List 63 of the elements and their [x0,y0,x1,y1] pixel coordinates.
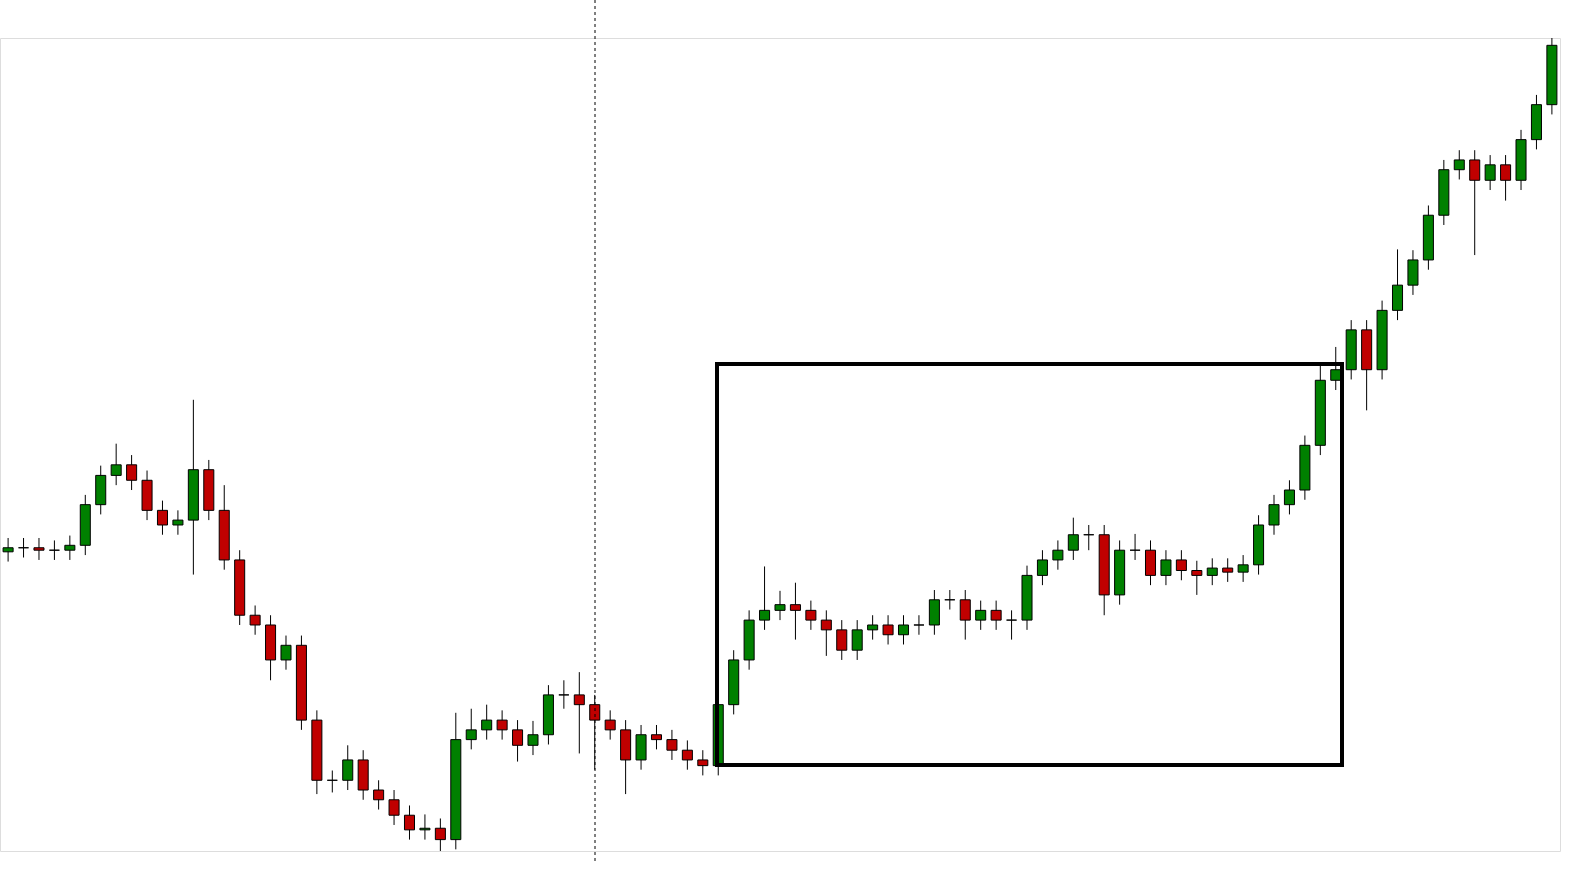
candlestick [836,619,848,661]
candlestick [1129,533,1141,561]
candlestick [666,729,678,761]
candlestick [1191,560,1203,596]
candlestick [959,589,971,641]
candlestick [18,537,30,559]
candlestick [681,739,693,771]
candlestick [1283,479,1295,515]
candlestick [604,709,616,741]
candlestick [1237,554,1249,583]
candlestick [975,600,987,631]
candlestick [1036,549,1048,586]
candlestick [465,708,477,750]
candlestick [1206,557,1218,586]
candlestick [1484,154,1496,191]
candlestick [1500,154,1512,202]
candlestick [172,509,184,536]
candlestick [434,817,446,852]
candlestick [388,789,400,826]
candlestick [851,619,863,661]
candlestick [1222,557,1234,583]
candlestick [64,535,76,561]
candlestick [419,813,431,841]
candlestick [527,720,539,756]
candlestick [805,600,817,631]
candlestick [342,744,354,791]
candlestick [1067,517,1079,561]
candlestick [558,679,570,710]
candlestick [326,770,338,793]
candlestick [481,704,493,741]
candlestick [1175,549,1187,581]
candlestick [48,539,60,561]
candlestick [2,537,14,563]
candlestick [820,609,832,657]
candlestick [697,749,709,776]
candlestick [1268,494,1280,536]
candlestick [1453,149,1465,180]
candlestick [496,709,508,741]
candlestick [882,614,894,645]
candlestick [774,590,786,621]
candlestick [789,582,801,641]
candlestick [650,724,663,750]
candlestick [403,804,416,841]
candlestick [1083,524,1095,551]
candlestick [867,614,879,641]
candlestick [373,779,385,811]
candlestick [990,600,1002,631]
candlestick [1160,549,1172,586]
candlestick [156,500,168,536]
candlestick [512,719,524,763]
candlestick [1052,539,1064,571]
candlestick [126,454,138,491]
candlestick [1469,149,1481,256]
candlestick [1006,609,1018,641]
candlestick [33,537,45,561]
candlestick [759,565,771,631]
candlestick [280,635,292,671]
candlestick [573,671,585,754]
candlestick [944,589,956,611]
candlestick [913,614,925,636]
candlestick [897,614,910,645]
candlestick [110,443,122,486]
candlestick [249,604,261,636]
